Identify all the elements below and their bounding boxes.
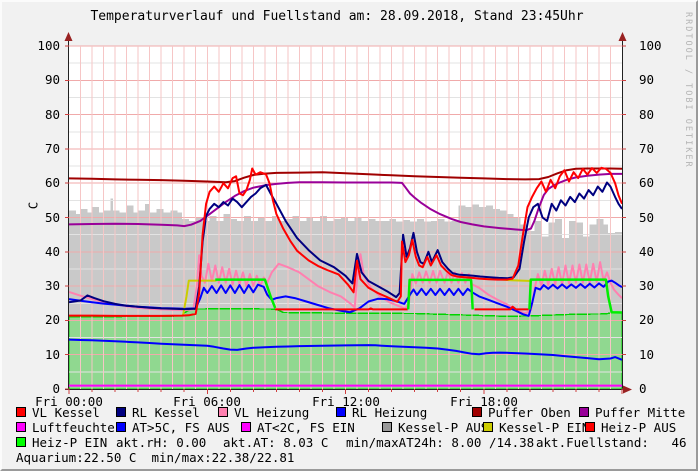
legend-label: RL Heizung: [352, 405, 428, 420]
y-tick-label-left: 40: [44, 244, 60, 259]
legend-label: AT<2C, FS EIN: [257, 420, 355, 435]
y-tick-label-right: 0: [639, 381, 647, 396]
legend-swatch: [336, 407, 346, 417]
legend-swatch: [585, 422, 595, 432]
y-tick-label-right: 90: [639, 72, 655, 87]
legend-label: akt.AT: 8.03 C: [223, 435, 329, 450]
y-tick-label-left: 100: [37, 38, 60, 53]
y-tick-label-left: 50: [44, 210, 60, 225]
legend-swatch: [16, 422, 26, 432]
legend-label: Puffer Oben: [488, 405, 571, 420]
y-tick-label-right: 60: [639, 175, 655, 190]
legend-label: AT>5C, FS AUS: [132, 420, 230, 435]
y-tick-label-right: 70: [639, 141, 655, 156]
legend-label: Aquarium:22.50 C min/max:22.38/22.81: [16, 450, 295, 465]
y-tick-label-left: 90: [44, 72, 60, 87]
x-tick-label: Fri 06:00: [173, 394, 241, 409]
rrdtool-watermark: RRDTOOL / TOBI OETIKER: [683, 12, 693, 169]
y-tick-label-right: 100: [639, 38, 662, 53]
legend-label: Heiz-P AUS: [601, 420, 677, 435]
legend-swatch: [382, 422, 392, 432]
y-tick-label-left: 10: [44, 347, 60, 362]
legend-label: Puffer Mitte: [595, 405, 686, 420]
y-tick-label-left: 20: [44, 312, 60, 327]
y-tick-label-right: 40: [639, 244, 655, 259]
legend-label: RL Kessel: [132, 405, 200, 420]
x-tick-label: Fri 12:00: [312, 394, 380, 409]
y-tick-label-left: 30: [44, 278, 60, 293]
legend-label: akt.Fuellstand: 46: [536, 435, 687, 450]
legend-label: Luftfeuchte: [32, 420, 115, 435]
y-tick-label-left: 60: [44, 175, 60, 190]
legend-label: VL Kessel: [32, 405, 100, 420]
graph-title: Temperaturverlauf und Fuellstand am: 28.…: [90, 9, 584, 24]
y-tick-label-right: 20: [639, 312, 655, 327]
y-tick-label-right: 50: [639, 210, 655, 225]
legend-swatch: [116, 422, 126, 432]
legend-label: Kessel-P EIN: [499, 420, 590, 435]
legend-swatch: [472, 407, 482, 417]
y-tick-label-left: 80: [44, 107, 60, 122]
legend-swatch: [579, 407, 589, 417]
y-tick-label-left: 0: [52, 381, 60, 396]
legend-swatch: [218, 407, 228, 417]
legend-label: Kessel-P AUS: [398, 420, 489, 435]
legend-label: Heiz-P EIN: [32, 435, 108, 450]
legend-swatch: [16, 407, 26, 417]
legend-swatch: [16, 437, 26, 447]
legend-label: VL Heizung: [234, 405, 310, 420]
legend-swatch: [241, 422, 251, 432]
legend-swatch: [116, 407, 126, 417]
legend-label: akt.rH: 0.00: [116, 435, 207, 450]
y-tick-label-right: 30: [639, 278, 655, 293]
legend-label: min/maxAT24h: 8.00 /14.38: [346, 435, 535, 450]
y-tick-label-left: 70: [44, 141, 60, 156]
x-tick-label: Fri 18:00: [450, 394, 518, 409]
y-tick-label-right: 10: [639, 347, 655, 362]
x-tick-label: Fri 00:00: [35, 394, 103, 409]
y-tick-label-right: 80: [639, 107, 655, 122]
legend-swatch: [483, 422, 493, 432]
